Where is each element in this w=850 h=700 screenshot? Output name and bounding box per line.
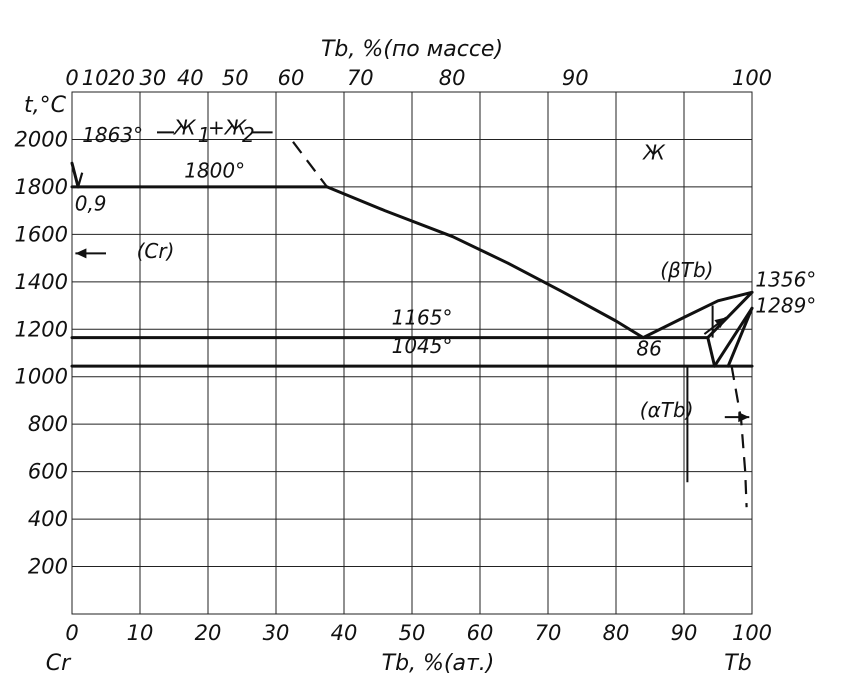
top-tick-label: 100 — [732, 66, 772, 90]
phase-boundary-line — [713, 306, 754, 368]
x-tick-label: 20 — [195, 621, 222, 645]
dashed-boundary-line — [77, 172, 84, 188]
annotation-label: Ж — [172, 116, 197, 140]
annotation-label: +Ж — [208, 116, 248, 140]
phase-boundaries — [70, 141, 754, 508]
y-tick-label: 1000 — [15, 365, 68, 389]
y-tick-label: 1600 — [15, 222, 68, 246]
arrow-head — [75, 248, 87, 259]
tick-labels: 0 10 20 30 40 50 60 70 80 90 100200400600800100012… — [15, 66, 773, 645]
annotation-label: 0,9 — [75, 192, 107, 216]
phase-boundary-line — [726, 306, 754, 368]
y-tick-label: 800 — [28, 412, 68, 436]
annotation-label: Ж — [641, 141, 666, 165]
y-tick-label: 600 — [28, 460, 68, 484]
annotation-label: 1356° — [755, 268, 816, 292]
top-tick-label: 10 — [82, 66, 109, 90]
annotation-label: 1 — [198, 123, 211, 147]
annotation-label: 1289° — [755, 294, 816, 318]
phase-boundary-line — [706, 336, 717, 368]
top-tick-label: 50 — [222, 66, 249, 90]
top-tick-label: 90 — [562, 66, 589, 90]
x-axis-label: Tb, %(ат.) — [382, 651, 495, 676]
y-tick-label: 200 — [28, 555, 68, 579]
top-tick-label: 70 — [347, 66, 374, 90]
y-tick-label: 1400 — [15, 270, 68, 294]
phase-boundary-line — [706, 290, 754, 340]
annotation-label: (Cr) — [137, 239, 175, 263]
annotation-label: (αTb) — [640, 398, 694, 422]
y-tick-label: 1800 — [15, 175, 68, 199]
phase-boundary-line — [641, 290, 754, 340]
top-tick-label: 20 — [108, 66, 135, 90]
annotation-label: 2 — [242, 123, 255, 147]
annotation-label: 1045° — [392, 334, 453, 358]
y-tick-label: 2000 — [15, 127, 68, 151]
x-tick-label: 100 — [732, 621, 772, 645]
annotation-label: 86 — [636, 336, 661, 360]
x-tick-label: 0 — [65, 621, 78, 645]
y-tick-label: 1200 — [15, 317, 68, 341]
dashed-boundary-line — [292, 141, 328, 188]
dashed-boundary-line — [730, 365, 748, 508]
x-tick-label: 80 — [603, 621, 630, 645]
top-axis-label: Tb, %(по массе) — [321, 37, 503, 62]
x-tick-label: 10 — [127, 621, 154, 645]
phase-boundary-line — [325, 185, 645, 340]
phase-boundary-line — [70, 161, 80, 189]
top-tick-label: 60 — [278, 66, 305, 90]
arrow-head — [738, 412, 750, 423]
x-tick-label: 90 — [671, 621, 698, 645]
x-tick-label: 30 — [263, 621, 290, 645]
grid — [71, 91, 753, 615]
arrow-head — [714, 317, 727, 329]
annotation-label: (βTb) — [660, 258, 713, 282]
top-tick-label: 40 — [177, 66, 204, 90]
annotation-label: 1165° — [392, 306, 453, 330]
y-tick-label: 400 — [28, 507, 68, 531]
x-tick-label: 60 — [467, 621, 494, 645]
x-tick-label: 70 — [535, 621, 562, 645]
y-axis-label: t,°C — [24, 93, 67, 118]
annotation-label: 1863° — [82, 123, 143, 147]
top-tick-label: 0 — [65, 66, 78, 90]
top-tick-label: 80 — [439, 66, 466, 90]
left-end-label: Cr — [46, 651, 72, 676]
x-tick-label: 40 — [331, 621, 358, 645]
annotation-label: 1800° — [184, 158, 245, 182]
x-tick-label: 50 — [399, 621, 426, 645]
top-tick-label: 30 — [140, 66, 167, 90]
right-end-label: Tb — [724, 651, 751, 676]
